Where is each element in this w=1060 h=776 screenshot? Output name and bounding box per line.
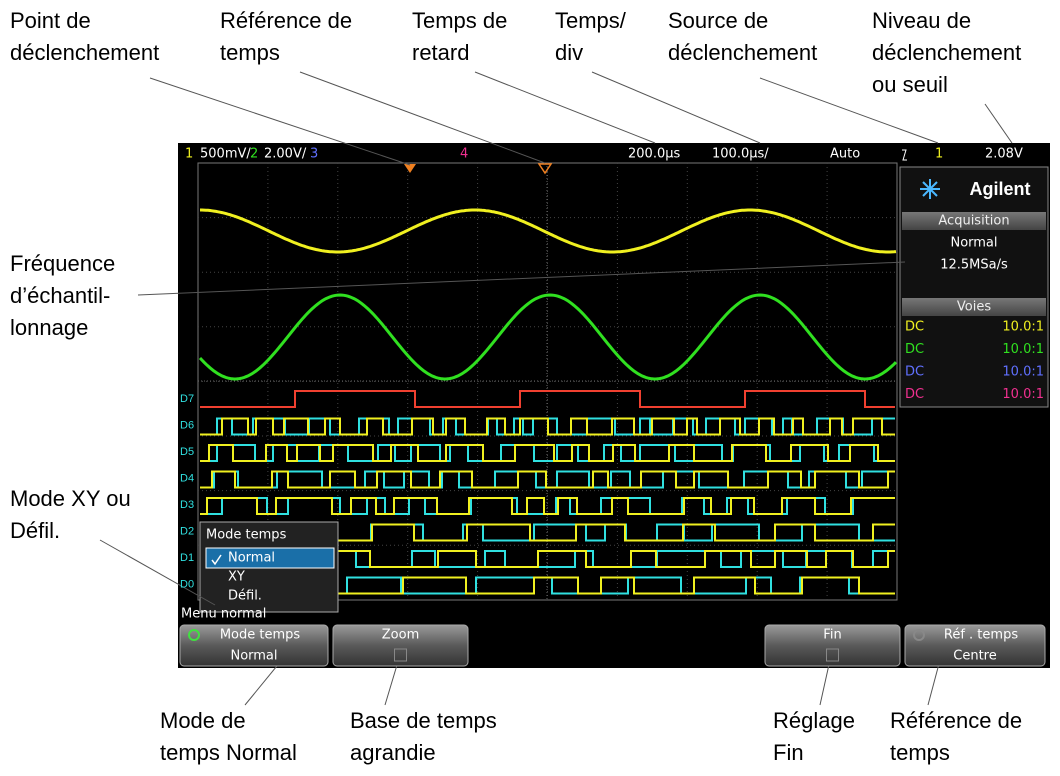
channel-probe: 10.0:1 — [1002, 320, 1044, 335]
annotation-text: déclenchement — [872, 40, 1021, 65]
status-text: 500mV/ — [200, 147, 251, 162]
panel-title: Voies — [957, 300, 991, 315]
digital-label: D4 — [180, 472, 194, 484]
status-text: 2.08V — [985, 147, 1023, 162]
annotation-text: Fréquence — [10, 251, 115, 276]
acq-mode: Normal — [950, 236, 997, 251]
annotation-text: temps — [890, 740, 950, 765]
status-text: 1 — [935, 147, 943, 162]
annotation-text: Temps/ — [555, 8, 627, 33]
annotation-text: temps — [220, 40, 280, 65]
annotation-text: déclenchement — [668, 40, 817, 65]
softkey-label: Réf . temps — [944, 628, 1018, 643]
digital-label: D2 — [180, 525, 194, 537]
status-text: 2 — [250, 147, 258, 162]
softkey-label: Zoom — [382, 628, 419, 643]
annotation-text: Fin — [773, 740, 804, 765]
annotation-text: Temps de — [412, 8, 507, 33]
menu-item[interactable]: XY — [228, 570, 245, 585]
channel-coupling: DC — [905, 365, 924, 380]
softkey-label: Mode temps — [220, 628, 301, 643]
menu-title: Mode temps — [206, 528, 287, 543]
channel-coupling: DC — [905, 387, 924, 402]
digital-label: D0 — [180, 578, 194, 590]
status-text: 3 — [310, 147, 318, 162]
channel-probe: 10.0:1 — [1002, 387, 1044, 402]
status-text: Auto — [830, 147, 860, 162]
status-text: 2.00V/ — [264, 147, 307, 162]
channel-probe: 10.0:1 — [1002, 365, 1044, 380]
annotation-text: agrandie — [350, 740, 436, 765]
annotation-text: déclenchement — [10, 40, 159, 65]
channel-coupling: DC — [905, 342, 924, 357]
annotation-text: temps Normal — [160, 740, 297, 765]
annotation-text: Niveau de — [872, 8, 971, 33]
status-text: 100.0µs/ — [712, 147, 769, 162]
digital-label: D1 — [180, 552, 194, 564]
digital-label: D7 — [180, 393, 194, 405]
digital-label: D5 — [180, 446, 194, 458]
annotation-text: Base de temps — [350, 708, 497, 733]
status-text: 4 — [460, 147, 468, 162]
annotation-text: Point de — [10, 8, 91, 33]
channel-probe: 10.0:1 — [1002, 342, 1044, 357]
annotation-text: Référence de — [890, 708, 1022, 733]
annotation-text: retard — [412, 40, 469, 65]
annotation-text: Référence de — [220, 8, 352, 33]
page: Point de déclenchement Référence de temps Te… — [0, 0, 1060, 776]
annotation-text: d’échantil- — [10, 283, 110, 308]
digital-label: D6 — [180, 419, 194, 431]
annotation-text: Mode de — [160, 708, 246, 733]
channel-coupling: DC — [905, 320, 924, 335]
digital-label: D3 — [180, 499, 194, 511]
panel-title: Acquisition — [938, 214, 1009, 229]
status-text: 200.0µs — [628, 147, 680, 162]
annotation-text: ou seuil — [872, 72, 948, 97]
annotation-text: div — [555, 40, 583, 65]
softkey-label: Fin — [823, 628, 841, 643]
menu-item[interactable]: Normal — [228, 551, 275, 566]
menu-item[interactable]: Défil. — [228, 589, 262, 604]
annotation-text: Défil. — [10, 518, 60, 543]
brand-logo — [920, 179, 940, 199]
menu-caption: Menu normal — [181, 607, 266, 622]
annotation-text: lonnage — [10, 315, 88, 340]
softkey-value: Centre — [953, 649, 996, 664]
annotation-text: Réglage — [773, 708, 855, 733]
brand-name: Agilent — [970, 179, 1031, 199]
annotation-text: Mode XY ou — [10, 486, 131, 511]
softkey-value: Normal — [230, 649, 277, 664]
status-text: 1 — [185, 147, 193, 162]
acq-rate: 12.5MSa/s — [940, 258, 1008, 273]
annotation-text: Source de — [668, 8, 768, 33]
